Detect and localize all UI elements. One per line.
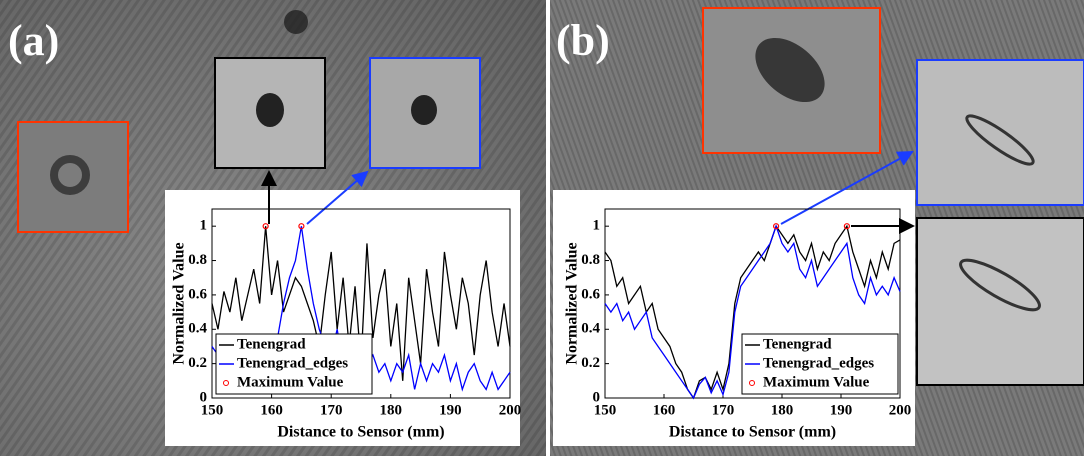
x-tick-label: 190 xyxy=(439,402,462,418)
legend-label: Maximum Value xyxy=(763,374,870,390)
legend-label: Tenengrad_edges xyxy=(237,355,348,371)
x-tick-label: 200 xyxy=(499,402,522,418)
x-tick-label: 180 xyxy=(771,402,794,418)
legend-label: Tenengrad xyxy=(237,336,306,352)
series-line xyxy=(604,224,901,400)
max-marker xyxy=(772,223,780,230)
particle xyxy=(965,114,1035,166)
x-tick-label: 160 xyxy=(260,402,283,418)
particle xyxy=(284,10,308,34)
inset-blue xyxy=(916,59,1084,206)
particle xyxy=(755,37,825,103)
y-tick-label: 1 xyxy=(593,218,601,234)
x-tick-label: 200 xyxy=(889,402,912,418)
x-tick-label: 180 xyxy=(380,402,403,418)
panel-label: (a) xyxy=(8,16,59,65)
legend-label: Tenengrad_edges xyxy=(763,355,874,371)
inset-red xyxy=(17,121,129,233)
legend-box xyxy=(741,333,899,395)
particle xyxy=(959,258,1041,312)
series-line xyxy=(604,224,901,400)
x-tick-label: 170 xyxy=(320,402,343,418)
y-axis-label: Normalized Value xyxy=(564,242,581,364)
max-marker xyxy=(298,223,305,230)
max-marker xyxy=(262,223,269,230)
y-tick-label: 0.8 xyxy=(188,252,207,268)
y-tick-label: 0.2 xyxy=(581,355,600,371)
y-tick-label: 0.4 xyxy=(581,321,600,337)
y-tick-label: 0.4 xyxy=(188,321,207,337)
arrow xyxy=(306,170,369,225)
legend-label: Tenengrad xyxy=(763,336,832,352)
chart-background xyxy=(165,190,520,446)
y-tick-label: 0.8 xyxy=(581,252,600,268)
x-tick-label: 190 xyxy=(830,402,853,418)
x-axis-label: Distance to Sensor (mm) xyxy=(669,424,836,441)
max-marker xyxy=(843,223,851,230)
y-tick-label: 1 xyxy=(200,218,208,234)
particle xyxy=(256,93,284,127)
legend-swatch xyxy=(749,380,755,386)
arrow xyxy=(780,151,914,225)
y-tick-label: 0 xyxy=(200,389,208,405)
x-tick-label: 170 xyxy=(712,402,735,418)
y-tick-label: 0.6 xyxy=(581,286,600,302)
y-tick-label: 0.2 xyxy=(188,355,207,371)
x-tick-label: 150 xyxy=(594,402,617,418)
y-tick-label: 0 xyxy=(593,389,601,405)
particle xyxy=(411,95,437,125)
legend-swatch xyxy=(223,380,229,386)
x-axis-label: Distance to Sensor (mm) xyxy=(277,424,444,441)
y-axis-label: Normalized Value xyxy=(171,242,188,364)
panel-label: (b) xyxy=(556,16,610,65)
legend-box xyxy=(215,333,373,395)
x-tick-label: 150 xyxy=(201,402,224,418)
particle xyxy=(50,155,90,195)
inset-black xyxy=(916,217,1084,386)
y-tick-label: 0.6 xyxy=(188,286,207,302)
inset-blue xyxy=(369,57,481,169)
x-tick-label: 160 xyxy=(653,402,676,418)
legend-label: Maximum Value xyxy=(237,374,344,390)
